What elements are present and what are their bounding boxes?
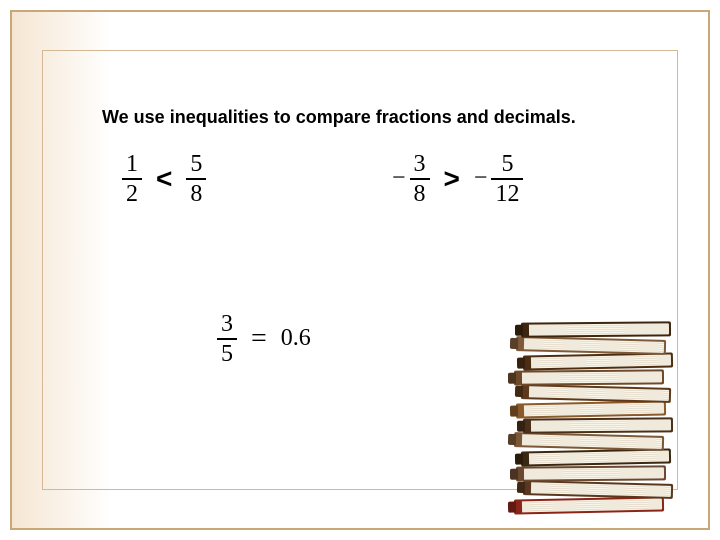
inequality-2: − 3 8 > − 5 12 <box>392 152 523 206</box>
decimal-value: 0.6 <box>281 325 311 352</box>
book-icon <box>523 352 673 370</box>
books-stack-icon <box>508 293 678 513</box>
fraction-1-right: 5 8 <box>186 152 206 206</box>
negative-sign: − <box>392 165 406 192</box>
less-than-op: < <box>156 163 172 195</box>
neg-fraction-2-right: − 5 12 <box>474 152 524 206</box>
book-icon <box>521 384 671 403</box>
greater-than-op: > <box>444 163 460 195</box>
fraction-2-right: 5 12 <box>491 152 523 206</box>
denominator: 8 <box>186 180 206 206</box>
book-icon <box>514 369 664 385</box>
fraction-1-left: 1 2 <box>122 152 142 206</box>
book-icon <box>514 496 664 514</box>
equals-op: = <box>251 323 267 355</box>
denominator: 12 <box>491 180 523 206</box>
numerator: 5 <box>497 152 517 178</box>
numerator: 3 <box>217 312 237 338</box>
numerator: 5 <box>186 152 206 178</box>
book-icon <box>523 480 673 499</box>
book-icon <box>516 465 666 481</box>
denominator: 5 <box>217 340 237 366</box>
book-icon <box>514 432 664 451</box>
book-icon <box>516 400 666 418</box>
negative-sign: − <box>474 165 488 192</box>
book-icon <box>516 336 666 355</box>
book-icon <box>521 448 671 466</box>
fraction-3-left: 3 5 <box>217 312 237 366</box>
equality-1: 3 5 = 0.6 <box>217 312 311 366</box>
book-icon <box>521 321 671 337</box>
denominator: 2 <box>122 180 142 206</box>
fraction-2-left: 3 8 <box>410 152 430 206</box>
book-icon <box>523 417 673 433</box>
page-title: We use inequalities to compare fractions… <box>102 107 576 128</box>
outer-frame: We use inequalities to compare fractions… <box>10 10 710 530</box>
neg-fraction-2-left: − 3 8 <box>392 152 430 206</box>
numerator: 1 <box>122 152 142 178</box>
inequality-1: 1 2 < 5 8 <box>122 152 206 206</box>
numerator: 3 <box>410 152 430 178</box>
denominator: 8 <box>410 180 430 206</box>
